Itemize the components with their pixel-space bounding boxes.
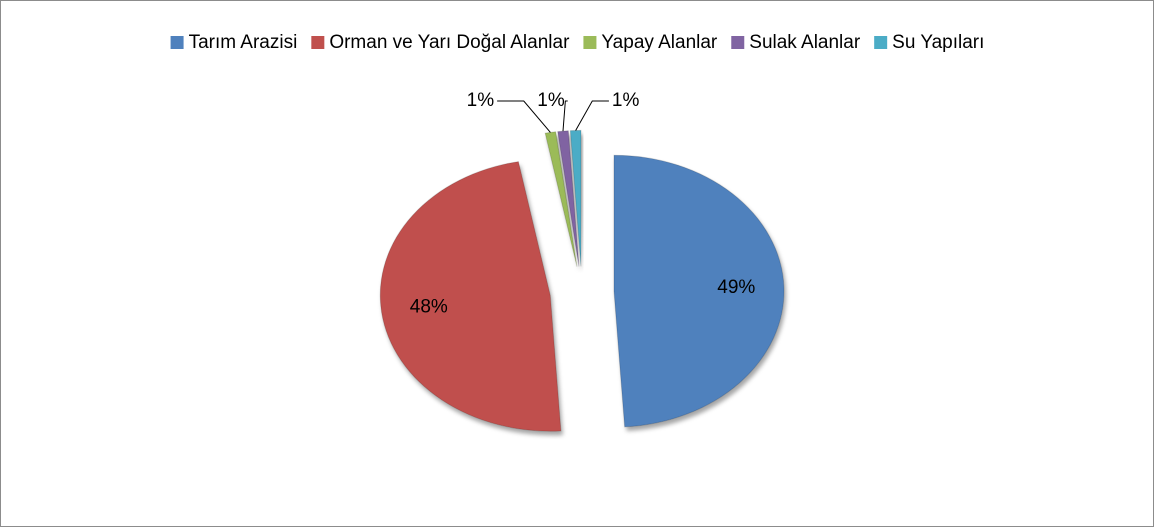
data-label: 1% xyxy=(467,90,495,111)
legend-label: Sulak Alanlar xyxy=(749,32,861,53)
legend-swatch xyxy=(731,36,745,49)
legend-swatch xyxy=(583,36,597,49)
data-label: 49% xyxy=(717,277,755,298)
data-label: 1% xyxy=(612,90,640,111)
pie-slice xyxy=(613,154,785,428)
legend-label: Tarım Arazisi xyxy=(189,32,298,53)
legend-swatch xyxy=(170,36,184,49)
legend-swatch xyxy=(311,36,325,49)
legend-label: Orman ve Yarı Doğal Alanlar xyxy=(329,32,570,53)
leader-line xyxy=(497,100,551,133)
pie-slice xyxy=(379,161,562,432)
legend: Tarım Arazisi Orman ve Yarı Doğal Alanlar… xyxy=(170,32,984,53)
legend-label: Yapay Alanlar xyxy=(601,32,718,53)
data-label: 48% xyxy=(410,296,448,317)
leader-line xyxy=(562,100,568,132)
legend-swatch xyxy=(874,36,888,49)
pie-slice xyxy=(569,129,582,267)
leader-line xyxy=(575,100,609,131)
data-label: 1% xyxy=(537,90,565,111)
legend-label: Su Yapıları xyxy=(892,32,984,53)
